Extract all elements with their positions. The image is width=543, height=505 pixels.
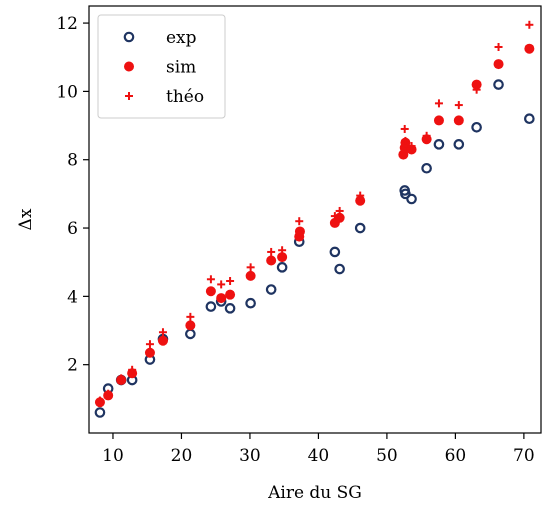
data-point: [224, 303, 236, 314]
data-point: [330, 212, 339, 221]
data-point: [524, 43, 535, 54]
series-3: [95, 20, 534, 405]
legend-item: sim: [124, 58, 196, 78]
data-point: [407, 142, 416, 151]
data-point: [185, 320, 196, 331]
data-point: [294, 226, 305, 237]
data-point: [471, 79, 482, 90]
y-tick-label: 4: [67, 287, 78, 307]
data-point: [472, 85, 481, 94]
data-point: [454, 101, 463, 110]
legend-item: exp: [123, 28, 197, 48]
data-point: [158, 328, 167, 337]
data-point: [494, 42, 503, 51]
data-point: [433, 115, 444, 126]
data-point: [334, 263, 345, 275]
legend-label: exp: [166, 28, 197, 48]
y-tick-label: 10: [56, 82, 78, 102]
data-point: [406, 193, 417, 205]
legend-item: théo: [125, 87, 204, 107]
data-point: [295, 217, 304, 226]
plot-frame: [88, 5, 542, 434]
data-point: [453, 115, 464, 126]
data-point: [524, 113, 535, 125]
data-point: [145, 340, 154, 349]
x-tick-label: 40: [308, 446, 330, 466]
data-point: [329, 246, 341, 258]
data-point: [335, 206, 344, 215]
x-tick-label: 10: [102, 446, 124, 466]
data-point: [266, 255, 277, 266]
x-tick-label: 20: [171, 446, 193, 466]
x-tick-label: 30: [239, 446, 261, 466]
data-point: [356, 191, 365, 200]
data-point: [471, 121, 482, 133]
y-axis-label: Δx: [16, 208, 36, 230]
data-point: [400, 188, 411, 200]
data-point: [104, 389, 113, 398]
data-point: [217, 280, 226, 289]
data-point: [225, 289, 236, 300]
data-point: [206, 275, 215, 284]
data-point: [354, 222, 366, 234]
legend-label: sim: [166, 58, 196, 78]
legend-marker: [125, 92, 133, 100]
data-point: [144, 347, 155, 358]
legend-box: [97, 14, 226, 119]
y-tick-label: 6: [67, 219, 78, 239]
data-point: [95, 396, 104, 405]
data-point: [355, 195, 366, 206]
data-point: [493, 59, 504, 70]
data-point: [434, 99, 443, 108]
data-point: [265, 284, 277, 295]
series-1: [94, 79, 535, 418]
data-point: [525, 20, 534, 29]
data-point: [267, 247, 276, 256]
x-tick-label: 60: [445, 446, 467, 466]
data-point: [276, 262, 288, 273]
legend: exp sim théo: [97, 14, 226, 119]
data-point: [401, 136, 410, 145]
data-point: [157, 335, 168, 346]
data-point: [277, 252, 288, 263]
plot-area: [94, 20, 535, 418]
data-point: [453, 139, 465, 150]
legend-marker: [123, 31, 135, 43]
data-point: [433, 139, 445, 150]
data-point: [278, 246, 287, 255]
data-point: [421, 162, 432, 174]
data-point: [186, 312, 195, 321]
axes: 10 20 30 40 50 60 70 2 4 6 8 10 12: [56, 5, 542, 466]
data-point: [422, 131, 431, 140]
data-point: [246, 263, 255, 272]
y-tick-label: 12: [56, 14, 78, 34]
data-point: [117, 374, 126, 383]
legend-label: théo: [166, 87, 204, 107]
data-point: [493, 79, 504, 90]
y-tick-label: 2: [67, 356, 78, 376]
data-point: [245, 270, 256, 281]
legend-marker: [124, 61, 134, 72]
data-point: [205, 286, 216, 297]
data-point: [216, 293, 227, 304]
data-point: [245, 297, 256, 309]
data-point: [94, 407, 106, 418]
data-point: [128, 365, 137, 374]
data-point: [400, 124, 409, 133]
x-tick-label: 50: [376, 446, 398, 466]
y-tick-label: 8: [67, 151, 78, 171]
data-point: [226, 276, 235, 285]
data-point: [205, 301, 217, 312]
x-tick-label: 70: [513, 446, 535, 466]
x-axis-label: Aire du SG: [267, 483, 362, 503]
